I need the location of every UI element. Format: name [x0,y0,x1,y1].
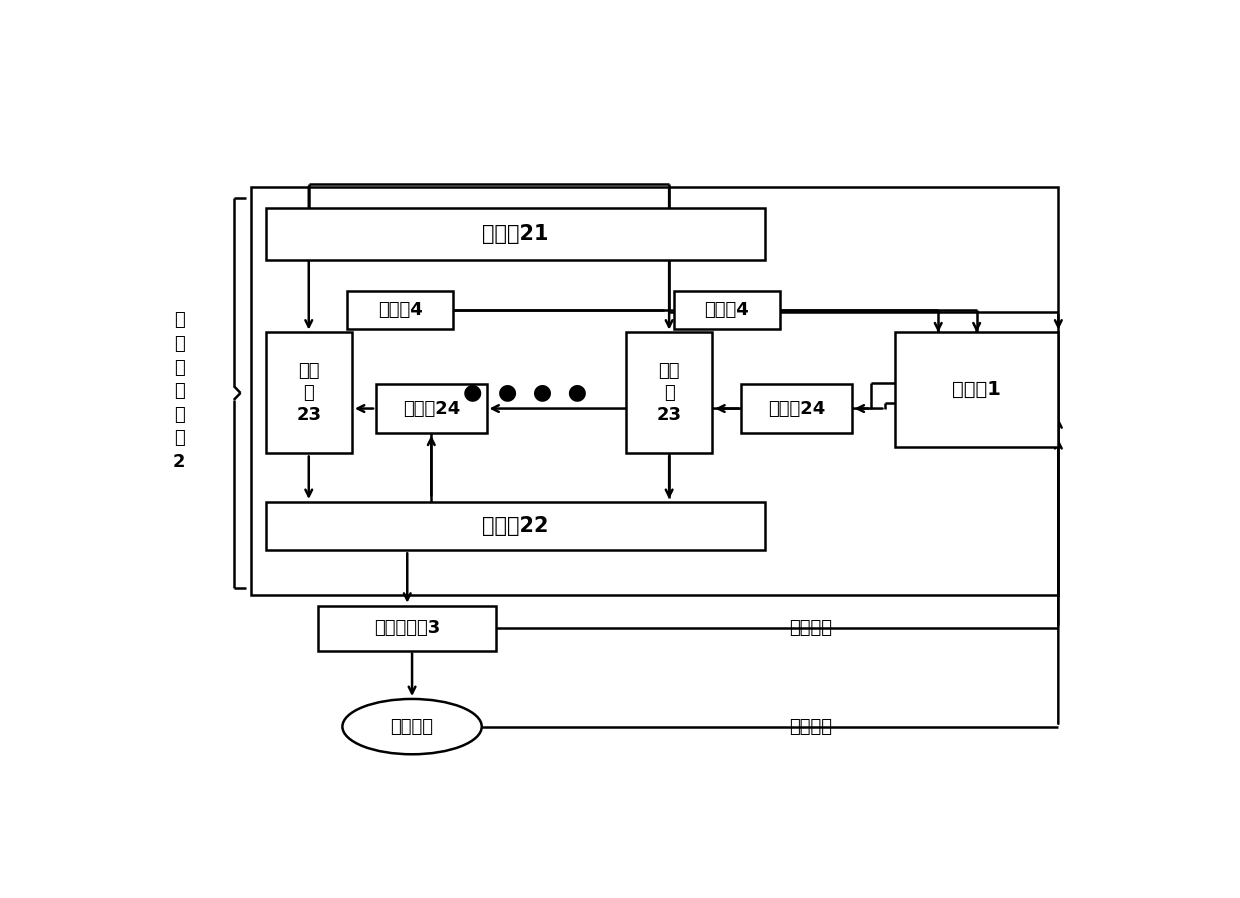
Text: 下平台22: 下平台22 [482,516,548,536]
Text: 前馈控制: 前馈控制 [789,718,832,735]
Text: 控制器1: 控制器1 [952,380,1001,399]
Text: ●  ●  ●  ●: ● ● ● ● [463,383,587,402]
FancyBboxPatch shape [265,502,765,550]
FancyBboxPatch shape [347,291,453,329]
Text: 执行
器
23: 执行 器 23 [296,362,321,424]
FancyBboxPatch shape [895,332,1059,446]
Text: 电子尺4: 电子尺4 [378,301,423,319]
FancyBboxPatch shape [742,384,852,433]
Text: 伺服阀24: 伺服阀24 [403,400,460,418]
Text: 伺服阀24: 伺服阀24 [768,400,825,418]
Text: 衍算预测: 衍算预测 [391,718,434,735]
Ellipse shape [342,699,481,754]
Text: 上平台21: 上平台21 [482,224,548,244]
Text: 二次校正: 二次校正 [789,620,832,638]
FancyBboxPatch shape [376,384,486,433]
Text: 姿态传感器3: 姿态传感器3 [374,619,440,637]
FancyBboxPatch shape [675,291,780,329]
FancyBboxPatch shape [319,605,496,650]
FancyBboxPatch shape [265,208,765,260]
Text: 电子尺4: 电子尺4 [704,301,749,319]
FancyBboxPatch shape [265,332,352,453]
FancyBboxPatch shape [626,332,712,453]
Text: 多
自
由
度
平
台
2: 多 自 由 度 平 台 2 [172,312,185,471]
Text: 执行
器
23: 执行 器 23 [657,362,682,424]
